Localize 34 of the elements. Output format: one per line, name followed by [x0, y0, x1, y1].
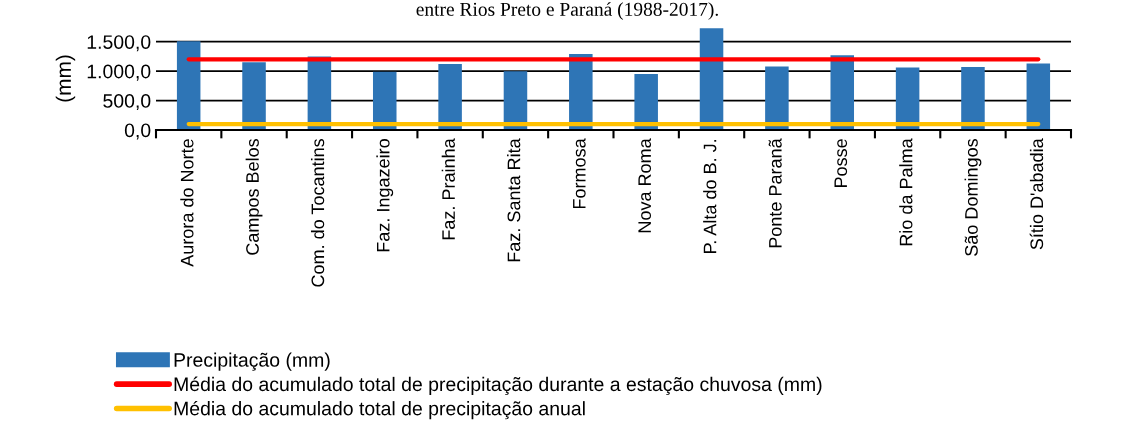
bar — [242, 62, 266, 130]
legend-label: Precipitação (mm) — [174, 352, 330, 371]
x-tick-label: Posse — [834, 139, 848, 188]
x-tick-label: Faz. Prainha — [441, 138, 455, 240]
chart-title: entre Rios Preto e Paraná (1988-2017). — [416, 2, 718, 20]
y-tick-label: 0,0 — [124, 123, 151, 140]
bar — [1026, 63, 1051, 130]
bar — [176, 41, 201, 130]
legend-label: Média do acumulado total de precipitação anual — [174, 400, 585, 420]
x-tick-label: Nova Roma — [638, 138, 652, 233]
x-tick-label: Aurora do Norte — [180, 139, 194, 267]
bar — [372, 71, 397, 130]
bar — [830, 55, 855, 130]
x-tick-label: São Domingos — [964, 138, 982, 256]
x-tick-label: Rio da Palma — [899, 138, 913, 246]
x-tick-label: Campos Belos — [245, 138, 263, 255]
y-tick-label: 500,0 — [103, 94, 151, 111]
bar — [634, 74, 658, 130]
y-tick-label: 1.000,0 — [87, 64, 151, 81]
x-tick-label: Faz. Santa Rita — [507, 138, 521, 262]
x-tick-label: Sítio D'abadia — [1029, 138, 1044, 250]
y-tick-label: 1.500,0 — [87, 35, 151, 52]
y-axis-title: (mm) — [55, 55, 76, 102]
legend-label: Média do acumulado total de precipitação durante a estação chuvosa (mm) — [174, 376, 822, 396]
bar — [503, 71, 528, 130]
x-tick-label: Formosa — [573, 138, 586, 209]
x-tick-label: Com. do Tocantins — [310, 138, 325, 287]
x-tick-label: Ponte Paranã — [768, 138, 782, 248]
bar — [961, 67, 985, 130]
bar — [438, 64, 462, 130]
x-tick-label: P. Alta do B. J. — [703, 139, 717, 253]
bar — [765, 66, 789, 130]
x-tick-label: Faz. Ingazeiro — [376, 139, 394, 252]
bar — [569, 54, 593, 130]
